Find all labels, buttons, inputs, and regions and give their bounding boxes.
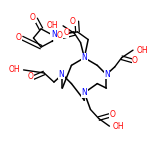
- Text: OH: OH: [112, 122, 124, 131]
- Text: O: O: [109, 110, 115, 119]
- Text: O: O: [30, 13, 36, 22]
- Text: OH: OH: [136, 46, 148, 55]
- Text: O: O: [28, 72, 34, 81]
- Text: O: O: [56, 31, 62, 40]
- Text: N: N: [81, 53, 87, 62]
- Text: O: O: [70, 17, 76, 26]
- Text: N: N: [51, 30, 57, 40]
- Text: N: N: [81, 88, 87, 97]
- Text: OH: OH: [9, 65, 20, 74]
- Text: N: N: [59, 70, 64, 79]
- Text: N: N: [104, 70, 110, 79]
- Text: O: O: [132, 55, 138, 65]
- Text: O: O: [63, 28, 69, 37]
- Text: OH: OH: [47, 21, 59, 30]
- Text: O: O: [16, 33, 22, 43]
